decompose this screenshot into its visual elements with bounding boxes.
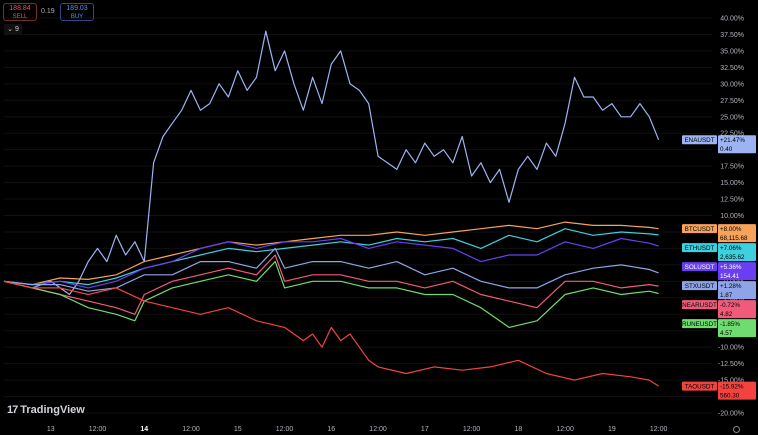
series-line-btcusdt: [3, 221, 659, 286]
y-tick-label: -12.50%: [718, 361, 744, 368]
price-tag-enausdt: ENAUSDT +21.47% 0.40: [682, 135, 756, 154]
x-axis: 13 12:00 14 12:00 15 12:00 16 12:00 17 12:00 18 12:…: [47, 426, 668, 433]
series-price-label: 4.82: [720, 311, 733, 318]
y-tick-label: 10.00%: [720, 213, 744, 220]
price-tag-nearusdt: NEARUSDT -0.72% 4.82: [682, 300, 756, 319]
series-change-label: +21.47%: [720, 137, 745, 144]
y-tick-label: -15.00%: [718, 378, 744, 385]
series-price-label: 2,635.62: [720, 254, 745, 261]
series-change-label: +8.00%: [720, 226, 742, 233]
price-tag-ethusdt: ETHUSDT +7.06% 2,635.62: [682, 243, 756, 262]
buy-label: BUY: [70, 14, 84, 20]
series-line-solusdt: [3, 237, 659, 289]
y-tick-label: -20.00%: [718, 411, 744, 418]
series-line-ethusdt: [3, 228, 659, 286]
series-line-nearusdt: [3, 254, 659, 315]
indicator-count: 9: [14, 26, 19, 33]
x-tick-label: 15: [234, 426, 242, 433]
y-tick-label: 22.50%: [720, 131, 744, 138]
price-tag-btcusdt: BTCUSDT +8.00% 68,115.68: [682, 224, 756, 243]
y-tick-label: 17.50%: [720, 164, 744, 171]
series-change-label: +7.06%: [720, 245, 742, 252]
x-tick-label: 12:00: [276, 426, 294, 433]
y-tick-label: 25.00%: [720, 114, 744, 121]
buy-price: 189.03: [66, 5, 88, 12]
series-price-label: 4.57: [720, 330, 733, 337]
series-line-enausdt: [3, 30, 660, 296]
sell-button[interactable]: 188.84 SELL: [3, 3, 37, 21]
x-tick-label: 12:00: [182, 426, 200, 433]
x-tick-label: 12:00: [556, 426, 574, 433]
y-tick-label: 40.00%: [720, 16, 744, 23]
x-tick-label: 12:00: [650, 426, 668, 433]
x-tick-label: 18: [514, 426, 522, 433]
series-change-label: +1.28%: [720, 283, 742, 290]
series-name-label: SOLUSDT: [685, 264, 715, 271]
y-tick-label: 32.50%: [720, 65, 744, 72]
series-name-label: BTCUSDT: [685, 226, 715, 233]
sell-price: 188.84: [9, 5, 31, 12]
x-tick-label: 16: [327, 426, 335, 433]
series-name-label: NEARUSDT: [682, 302, 717, 309]
series-name-label: ETHUSDT: [685, 245, 715, 252]
series-price-tags: ENAUSDT +21.47% 0.40 BTCUSDT +8.00% 68,115.68…: [682, 135, 756, 400]
series-change-label: -0.72%: [720, 302, 740, 309]
price-tag-solusdt: SOLUSDT +5.36% 154.41: [682, 262, 756, 281]
spread-value: 0.19: [41, 8, 55, 15]
x-tick-label: 19: [608, 426, 616, 433]
chart-grid: [4, 17, 712, 414]
y-tick-label: 12.50%: [720, 197, 744, 204]
y-tick-label: 35.00%: [720, 48, 744, 55]
series-name-label: TAOUSDT: [685, 383, 715, 390]
y-tick-label: 37.50%: [720, 32, 744, 39]
price-tag-runeusdt: RUNEUSDT -1.85% 4.57: [682, 319, 756, 338]
series-name-label: STXUSDT: [685, 283, 715, 290]
chart-series: [3, 30, 660, 387]
series-line-runeusdt: [3, 261, 659, 328]
price-tag-taousdt: TAOUSDT -15.92% 560.30: [682, 381, 756, 400]
y-tick-label: 27.50%: [720, 98, 744, 105]
indicator-toggle-button[interactable]: ⌄ 9: [4, 24, 22, 35]
series-name-label: RUNEUSDT: [682, 321, 717, 328]
y-axis: 40.00% 37.50% 35.00% 32.50% 30.00% 27.50% 25.0…: [718, 16, 744, 418]
y-tick-label: -10.00%: [718, 345, 744, 352]
series-line-stxusdt: [3, 247, 659, 292]
series-price-label: 68,115.68: [720, 235, 748, 242]
series-price-label: 0.40: [720, 146, 733, 153]
gear-icon[interactable]: [733, 426, 740, 433]
series-price-label: 560.30: [720, 392, 740, 399]
tradingview-logo[interactable]: 17 TradingView: [7, 404, 85, 416]
x-tick-label: 13: [47, 426, 55, 433]
series-change-label: -15.92%: [720, 383, 744, 390]
chevron-down-icon: ⌄: [7, 26, 13, 33]
x-tick-label: 17: [421, 426, 429, 433]
x-tick-label: 12:00: [369, 426, 387, 433]
series-change-label: +5.36%: [720, 264, 742, 271]
series-line-taousdt: [3, 280, 659, 387]
tradingview-logo-text: TradingView: [20, 404, 85, 416]
tradingview-logo-mark-icon: 17: [7, 404, 18, 416]
x-tick-label: 12:00: [463, 426, 481, 433]
series-price-label: 1.87: [720, 292, 733, 299]
y-tick-label: 30.00%: [720, 81, 744, 88]
series-price-label: 154.41: [720, 273, 740, 280]
buy-button[interactable]: 189.03 BUY: [60, 3, 94, 21]
y-tick-label: 15.00%: [720, 180, 744, 187]
x-tick-label: 12:00: [89, 426, 107, 433]
series-change-label: -1.85%: [720, 321, 740, 328]
sell-label: SELL: [12, 14, 28, 20]
price-tag-stxusdt: STXUSDT +1.28% 1.87: [682, 281, 756, 300]
x-tick-label: 14: [140, 426, 148, 433]
series-name-label: ENAUSDT: [684, 137, 714, 144]
